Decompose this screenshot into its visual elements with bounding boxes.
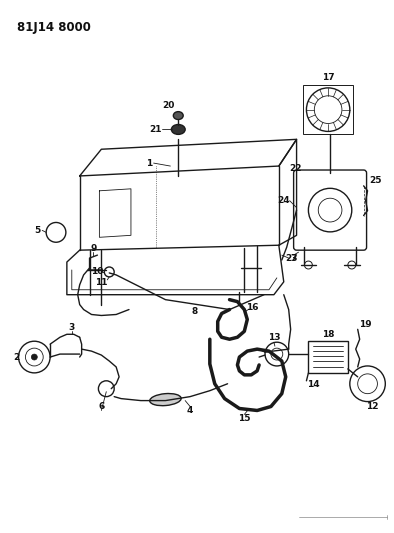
Text: 9: 9 (90, 244, 97, 253)
Text: 19: 19 (359, 320, 372, 329)
Circle shape (32, 354, 37, 360)
Text: 81J14 8000: 81J14 8000 (17, 21, 91, 34)
Text: 24: 24 (277, 196, 290, 205)
Ellipse shape (173, 111, 183, 119)
Text: 3: 3 (69, 323, 75, 332)
Text: 4: 4 (187, 406, 193, 415)
Text: 20: 20 (162, 101, 175, 110)
Text: 15: 15 (238, 414, 251, 423)
Text: 5: 5 (34, 226, 41, 235)
Text: 17: 17 (322, 74, 335, 83)
Text: 18: 18 (322, 330, 335, 339)
Text: 2: 2 (13, 352, 20, 361)
Ellipse shape (171, 125, 185, 134)
FancyBboxPatch shape (309, 341, 348, 373)
Text: 25: 25 (369, 176, 382, 185)
Text: 6: 6 (98, 402, 104, 411)
Text: 8: 8 (192, 307, 198, 316)
Text: 1: 1 (145, 159, 152, 167)
FancyBboxPatch shape (294, 170, 366, 250)
Text: 7: 7 (290, 254, 297, 263)
Text: 16: 16 (246, 303, 258, 312)
Text: 10: 10 (91, 268, 104, 277)
Text: 14: 14 (307, 380, 320, 389)
Text: 11: 11 (95, 278, 108, 287)
Ellipse shape (150, 393, 181, 406)
Text: 23: 23 (285, 254, 298, 263)
Text: 13: 13 (268, 333, 280, 342)
Text: 22: 22 (289, 164, 302, 173)
Text: 21: 21 (149, 125, 162, 134)
Text: 12: 12 (366, 402, 379, 411)
